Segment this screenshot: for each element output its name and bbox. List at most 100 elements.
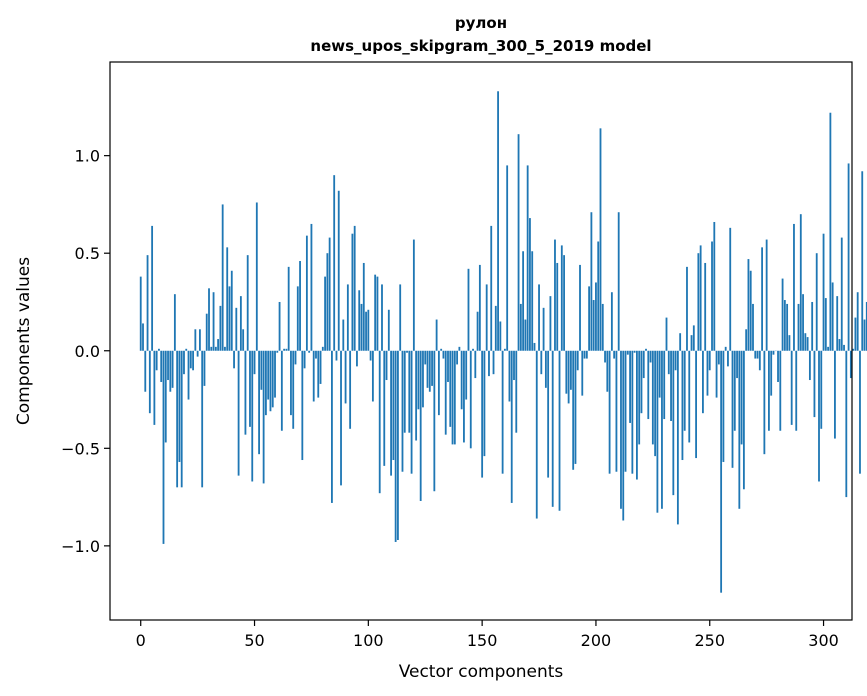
bar-43 — [237, 350, 240, 476]
x-tick-label: 300 — [808, 631, 839, 650]
x-tick-label: 100 — [353, 631, 384, 650]
bar-88 — [340, 350, 342, 486]
bar-254 — [717, 350, 720, 365]
bar-250 — [708, 350, 711, 371]
bar-273 — [761, 247, 763, 351]
bar-313 — [852, 348, 855, 351]
bar-311 — [847, 163, 850, 351]
bar-55 — [265, 350, 267, 416]
bar-14 — [171, 350, 174, 388]
bar-242 — [690, 335, 693, 351]
bar-288 — [795, 350, 798, 431]
bar-63 — [283, 348, 286, 351]
bar-62 — [280, 350, 283, 431]
bar-119 — [410, 350, 413, 474]
bar-316 — [859, 350, 861, 474]
bar-268 — [749, 270, 752, 351]
bar-86 — [335, 350, 338, 361]
bar-34 — [217, 339, 220, 351]
bar-16 — [176, 350, 179, 488]
bar-231 — [665, 317, 668, 351]
bar-199 — [592, 300, 595, 351]
bar-306 — [836, 296, 839, 351]
bar-278 — [772, 350, 775, 355]
bar-303 — [829, 112, 832, 351]
bar-211 — [620, 350, 622, 509]
bar-170 — [526, 165, 529, 351]
bar-65 — [287, 266, 290, 351]
bar-238 — [681, 350, 684, 461]
bar-248 — [704, 262, 707, 351]
bar-181 — [551, 350, 554, 507]
bar-99 — [365, 311, 367, 351]
bar-312 — [849, 350, 852, 379]
bar-89 — [342, 319, 345, 351]
bar-214 — [626, 350, 629, 355]
bar-293 — [806, 337, 809, 351]
bar-64 — [285, 348, 288, 351]
bar-37 — [224, 346, 226, 351]
bar-188 — [567, 350, 570, 404]
bar-171 — [529, 218, 531, 351]
bar-128 — [431, 350, 433, 386]
y-tick-label: 0.5 — [75, 244, 100, 263]
bar-120 — [412, 239, 415, 351]
bar-145 — [469, 350, 472, 449]
bar-83 — [328, 237, 331, 351]
bar-0 — [139, 276, 142, 351]
bar-258 — [727, 350, 729, 367]
bar-304 — [831, 282, 834, 351]
bar-135 — [447, 350, 449, 382]
bar-18 — [180, 350, 183, 488]
bar-219 — [638, 350, 641, 445]
bar-140 — [458, 346, 461, 351]
bar-221 — [642, 350, 645, 379]
bar-70 — [299, 261, 301, 351]
bar-127 — [428, 350, 431, 392]
bar-200 — [595, 282, 597, 351]
bar-315 — [856, 292, 859, 351]
bar-134 — [444, 350, 447, 435]
bar-197 — [588, 286, 591, 351]
bar-26 — [198, 329, 201, 351]
bar-172 — [531, 251, 534, 351]
bar-123 — [419, 350, 422, 501]
bar-270 — [754, 350, 757, 359]
bar-104 — [376, 276, 379, 351]
bar-32 — [212, 292, 215, 351]
bar-138 — [453, 350, 456, 445]
bar-290 — [799, 214, 802, 351]
bar-253 — [715, 350, 718, 398]
bar-223 — [647, 350, 650, 420]
bar-132 — [440, 348, 443, 351]
bar-160 — [503, 348, 506, 351]
bar-27 — [201, 350, 204, 488]
bar-7 — [155, 350, 158, 371]
bar-185 — [560, 245, 563, 351]
bar-71 — [301, 350, 304, 461]
bar-150 — [481, 350, 484, 478]
bar-201 — [597, 241, 600, 351]
bar-252 — [713, 221, 716, 351]
bar-102 — [371, 350, 374, 402]
bar-169 — [524, 319, 527, 351]
bar-245 — [697, 253, 700, 351]
bar-179 — [547, 350, 550, 478]
bar-291 — [802, 294, 804, 351]
bar-159 — [501, 350, 504, 474]
x-axis-label: Vector components — [399, 662, 564, 682]
bar-309 — [843, 344, 845, 351]
bar-246 — [699, 245, 702, 351]
bar-92 — [349, 350, 352, 429]
bar-19 — [183, 350, 185, 375]
bar-149 — [478, 264, 481, 351]
bar-116 — [403, 350, 406, 433]
bar-272 — [758, 350, 761, 371]
bar-175 — [538, 284, 540, 351]
bar-196 — [585, 350, 588, 359]
bar-222 — [645, 348, 647, 351]
bar-10 — [162, 350, 165, 544]
bar-233 — [670, 350, 672, 421]
bar-165 — [515, 350, 518, 433]
bar-269 — [752, 303, 754, 351]
